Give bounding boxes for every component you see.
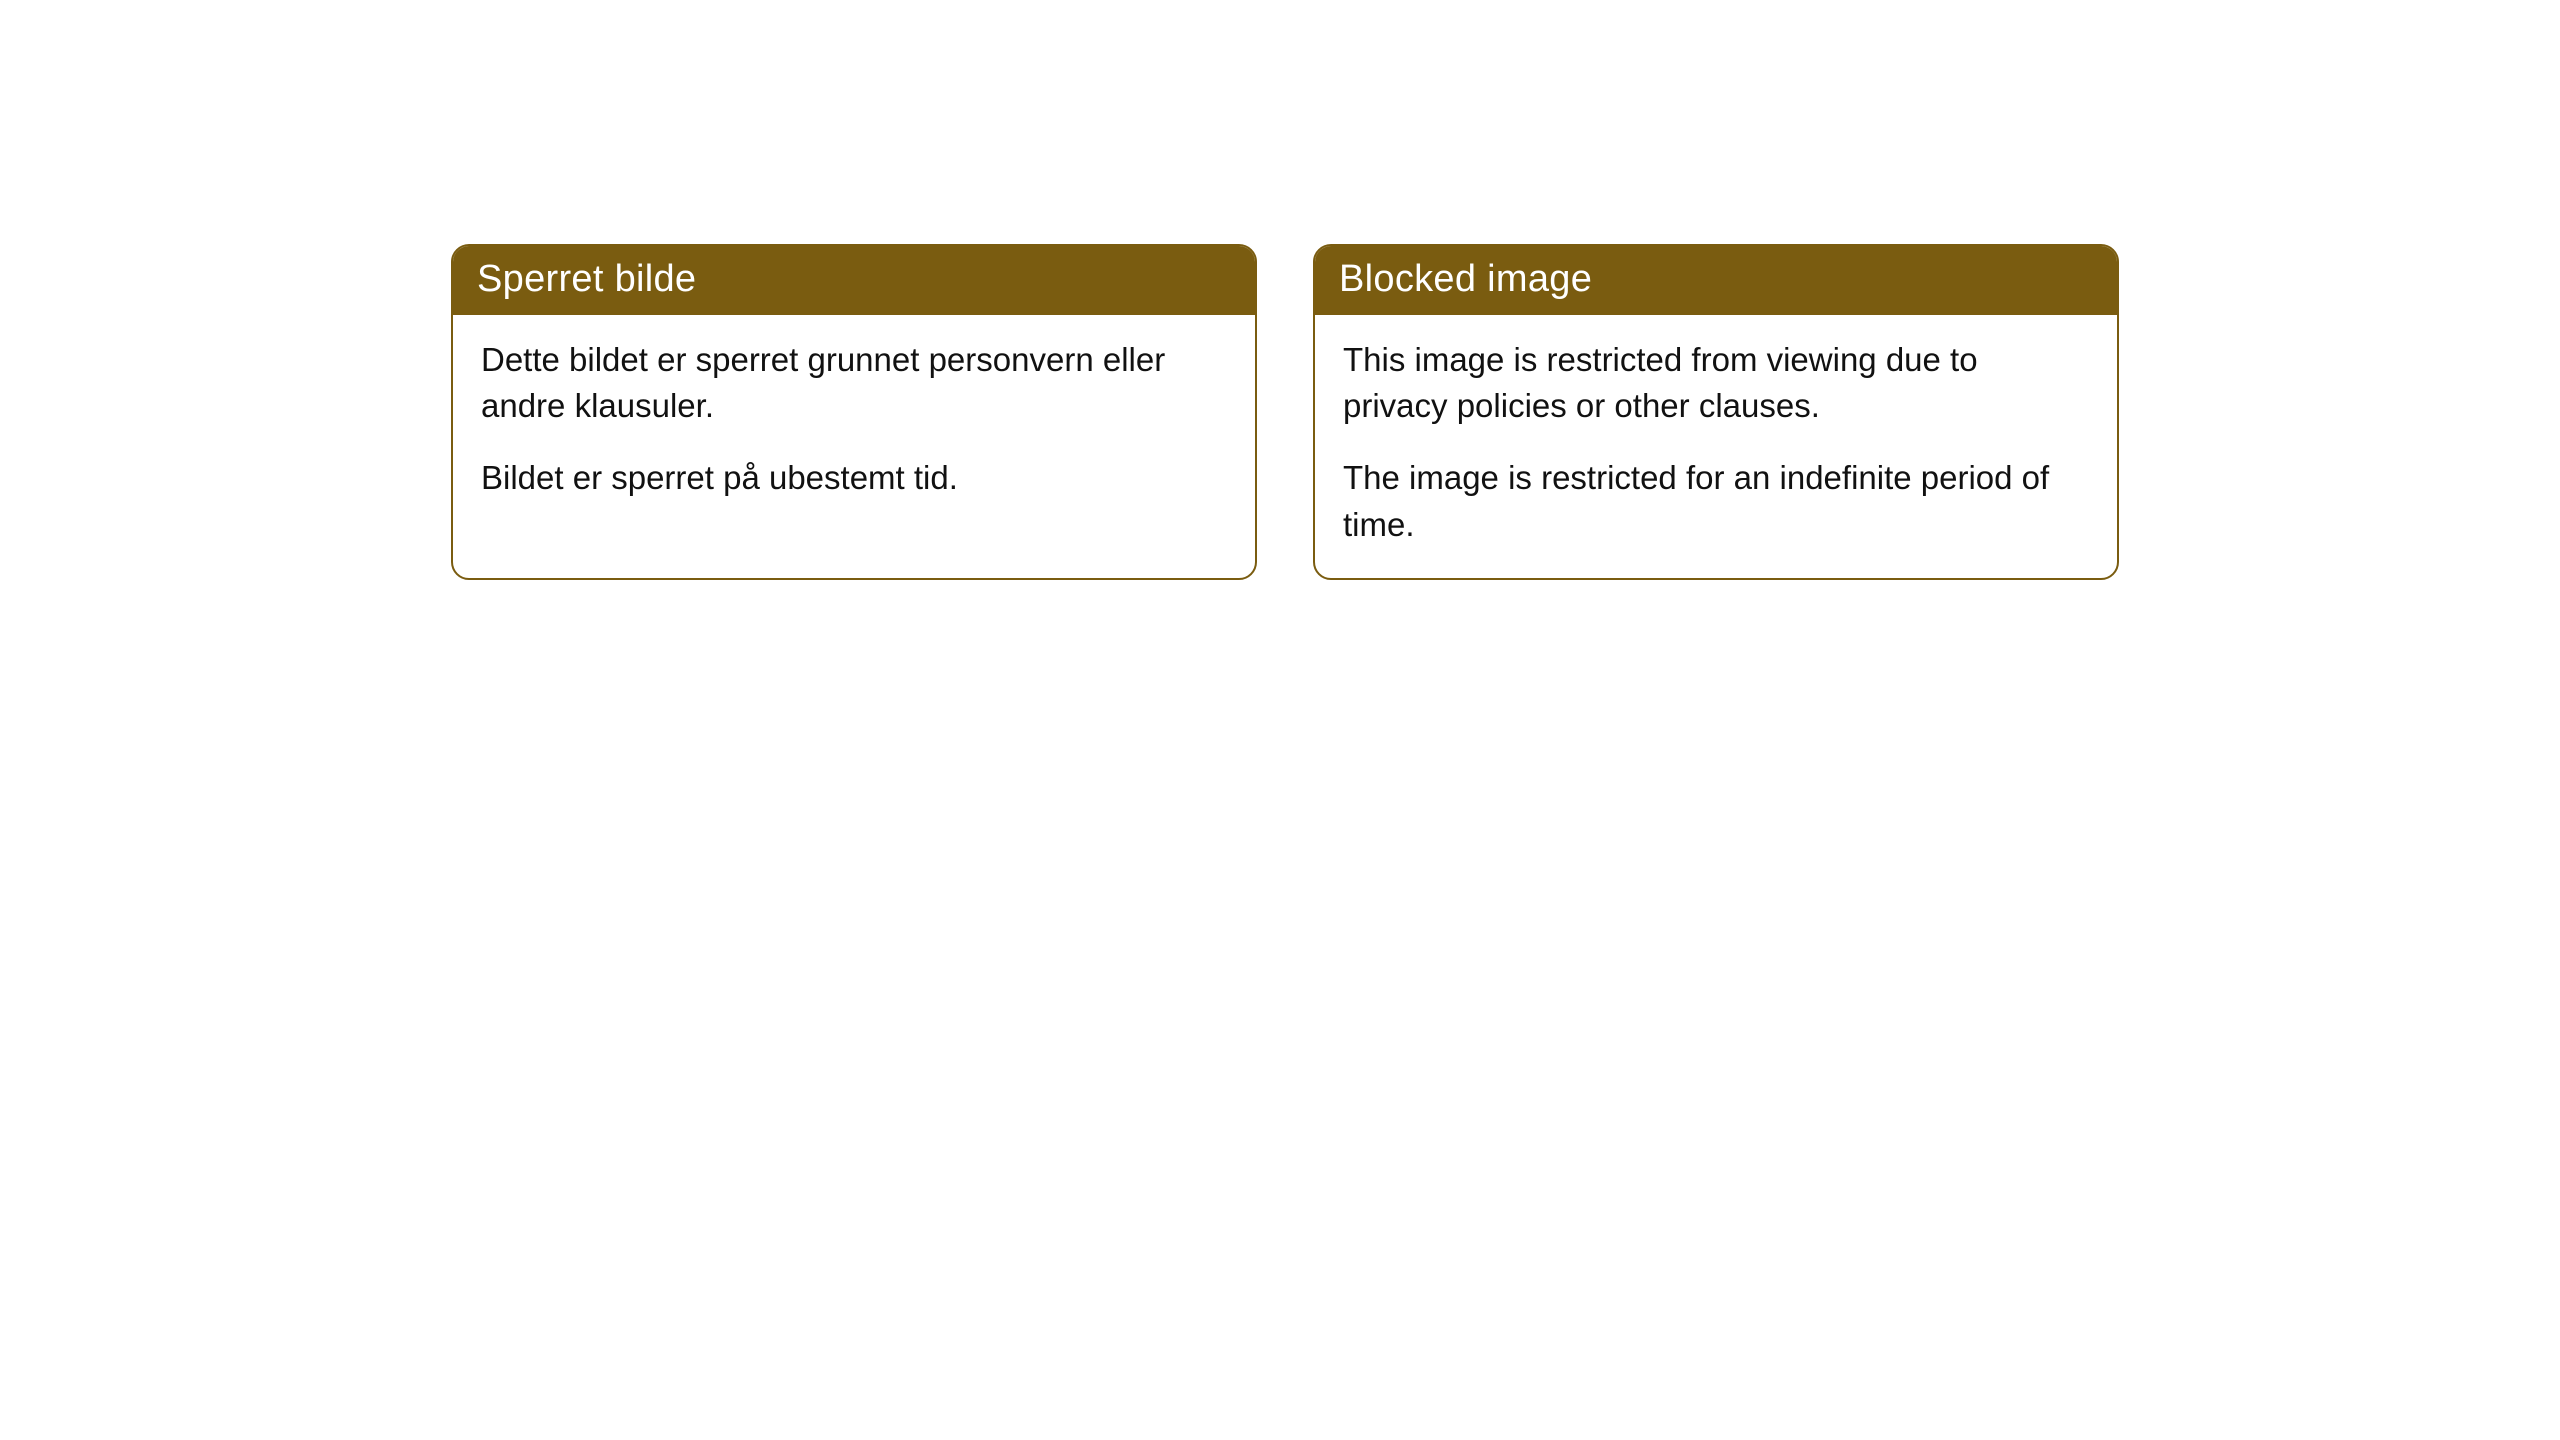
blocked-image-card-no: Sperret bilde Dette bildet er sperret gr…: [451, 244, 1257, 580]
notice-cards-container: Sperret bilde Dette bildet er sperret gr…: [451, 244, 2119, 580]
card-body: This image is restricted from viewing du…: [1315, 315, 2117, 578]
card-body: Dette bildet er sperret grunnet personve…: [453, 315, 1255, 532]
card-body-paragraph: This image is restricted from viewing du…: [1343, 337, 2089, 429]
card-body-paragraph: Dette bildet er sperret grunnet personve…: [481, 337, 1227, 429]
card-body-paragraph: Bildet er sperret på ubestemt tid.: [481, 455, 1227, 501]
blocked-image-card-en: Blocked image This image is restricted f…: [1313, 244, 2119, 580]
card-header: Sperret bilde: [453, 246, 1255, 315]
card-header: Blocked image: [1315, 246, 2117, 315]
card-body-paragraph: The image is restricted for an indefinit…: [1343, 455, 2089, 547]
card-title: Blocked image: [1339, 258, 1592, 300]
card-title: Sperret bilde: [477, 258, 696, 300]
